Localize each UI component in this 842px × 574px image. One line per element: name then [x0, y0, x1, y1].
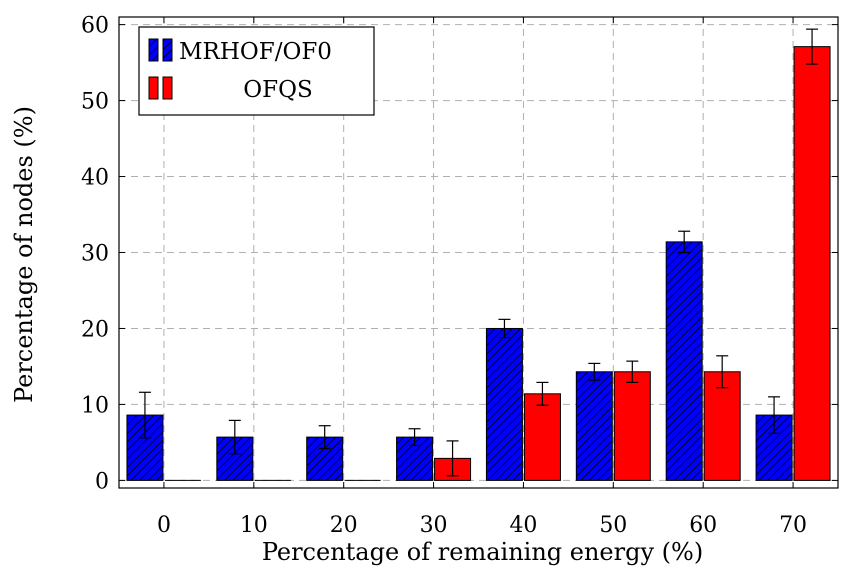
- x-tick-label: 70: [779, 513, 807, 538]
- bar-mrhof-of0-60: [665, 241, 703, 481]
- bar-mrhof-of0-30: [396, 436, 434, 481]
- bar-mrhof-of0-70: [755, 414, 793, 481]
- y-tick-label: 0: [95, 469, 109, 494]
- y-tick-label: 50: [81, 90, 109, 115]
- x-tick-label: 60: [689, 513, 717, 538]
- x-tick-label: 40: [509, 513, 537, 538]
- y-tick-label: 60: [81, 14, 109, 39]
- legend: MRHOF/OF0 OFQS: [138, 26, 375, 116]
- y-tick-label: 30: [81, 242, 109, 267]
- x-tick-label: 30: [420, 513, 448, 538]
- y-tick-label: 40: [81, 166, 109, 191]
- bar-mrhof-of0-40: [485, 327, 523, 481]
- x-axis-title: Percentage of remaining energy (%): [262, 538, 703, 566]
- bar-mrhof-of0-50: [575, 371, 613, 481]
- legend-swatch: [148, 76, 159, 100]
- bar-ofqs-50: [613, 371, 651, 481]
- y-axis-title: Percentage of nodes (%): [10, 106, 38, 403]
- legend-swatch: [162, 38, 173, 62]
- y-tick-label: 10: [81, 393, 109, 418]
- legend-swatch: [148, 38, 159, 62]
- axes-layer: 0 10 20 30 40 50 60 0 10 20 30 40 50 60 70 Percentage o…: [10, 14, 839, 566]
- bar-mrhof-of0-20: [306, 436, 344, 481]
- bars-layer: [126, 28, 831, 481]
- legend-box: [138, 26, 375, 116]
- legend-label-ofqs: OFQS: [243, 77, 312, 103]
- x-tick-label: 0: [157, 513, 171, 538]
- legend-swatch: [162, 76, 173, 100]
- x-tick-label: 50: [599, 513, 627, 538]
- y-tick-label: 20: [81, 317, 109, 342]
- legend-label-mrhof-of0: MRHOF/OF0: [179, 39, 332, 65]
- bar-ofqs-70: [793, 46, 831, 481]
- x-tick-label: 10: [240, 513, 268, 538]
- bar-ofqs-40: [523, 393, 561, 481]
- x-tick-label: 20: [330, 513, 358, 538]
